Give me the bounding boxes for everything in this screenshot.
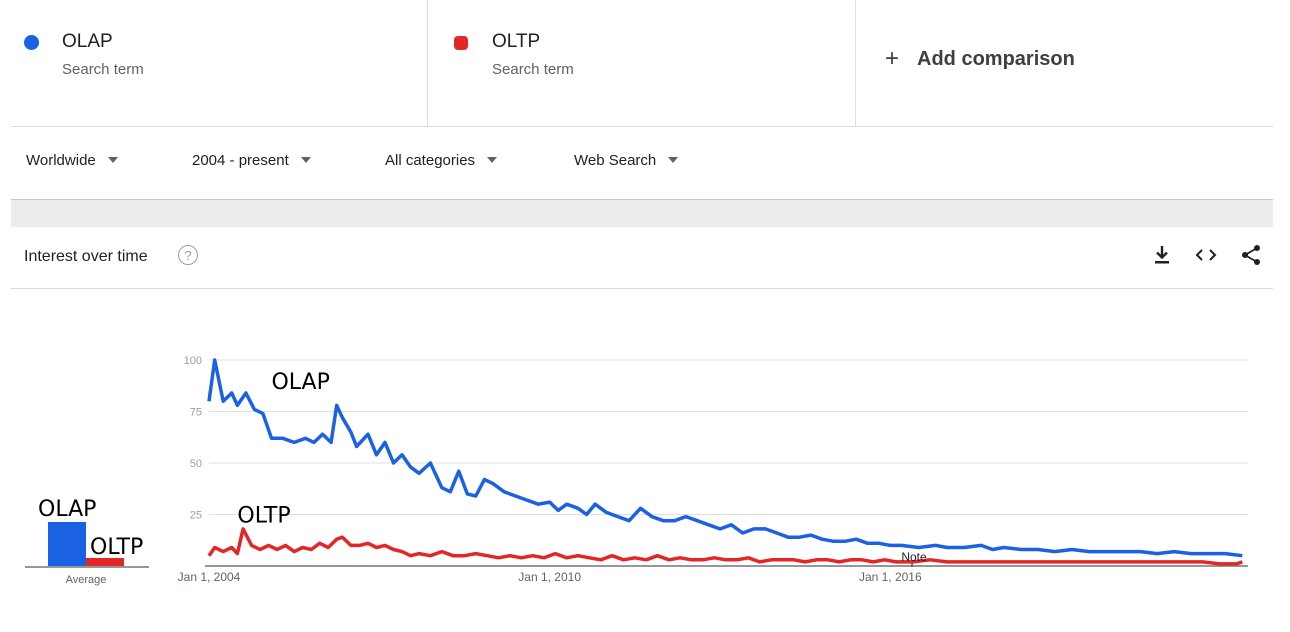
y-tick-label: 75 [190,407,202,419]
x-tick-label: Jan 1, 2016 [859,570,922,584]
search-term-oltp[interactable]: OLTP Search term [427,0,856,126]
term-name: OLAP [62,31,113,52]
time-range-label: 2004 - present [192,152,289,169]
add-comparison-label: Add comparison [917,48,1075,70]
help-icon[interactable]: ? [178,245,198,265]
y-tick-label: 100 [184,355,202,367]
share-icon[interactable] [1239,244,1263,271]
search-property-dropdown[interactable]: Web Search [574,152,679,169]
x-tick-label: Jan 1, 2010 [518,570,581,584]
series-color-dot-icon [454,36,468,50]
divider [11,288,1273,289]
divider [11,126,1273,127]
average-caption: Average [66,574,107,586]
search-property-label: Web Search [574,152,657,169]
caret-down-icon [107,157,118,164]
add-comparison-button[interactable]: + Add comparison [885,44,1075,72]
series-line-olap [207,358,1243,558]
search-term-olap[interactable]: OLAP Search term [0,0,426,126]
time-range-dropdown[interactable]: 2004 - present [192,152,311,169]
caret-down-icon [668,157,679,164]
filter-bar: Worldwide 2004 - present All categories … [0,140,1290,184]
term-name: OLTP [492,31,541,52]
note-marker: Note [901,550,927,564]
series-annotation: OLTP [237,504,290,529]
region-dropdown[interactable]: Worldwide [26,152,118,169]
y-tick-label: 25 [190,510,202,522]
series-line-oltp [207,527,1243,566]
x-tick-label: Jan 1, 2004 [178,570,241,584]
download-icon[interactable] [1152,244,1172,271]
region-label: Worldwide [26,152,96,169]
search-terms-bar: OLAP Search term OLTP Search term + Add c… [0,0,1290,126]
category-dropdown[interactable]: All categories [385,152,498,169]
caret-down-icon [487,157,498,164]
section-band [11,199,1273,227]
y-tick-label: 50 [190,458,202,470]
series-color-dot-icon [24,35,39,50]
embed-icon[interactable] [1194,244,1218,271]
caret-down-icon [300,157,311,164]
section-title: Interest over time [24,248,148,265]
series-annotation: OLAP [271,370,329,395]
term-type: Search term [492,61,574,78]
average-bar-olap [48,522,86,566]
term-type: Search term [62,61,144,78]
average-label-olap: OLAP [38,497,96,522]
interest-over-time-chart: 25 50 75 100 Jan 1, 2004 Jan 1, 2010 Jan 1, 20… [25,355,1248,586]
average-bar-oltp [86,558,124,566]
plus-icon: + [885,45,900,72]
interest-over-time-header: Interest over time ? [0,240,1290,276]
category-label: All categories [385,152,476,169]
average-label-oltp: OLTP [90,535,143,560]
